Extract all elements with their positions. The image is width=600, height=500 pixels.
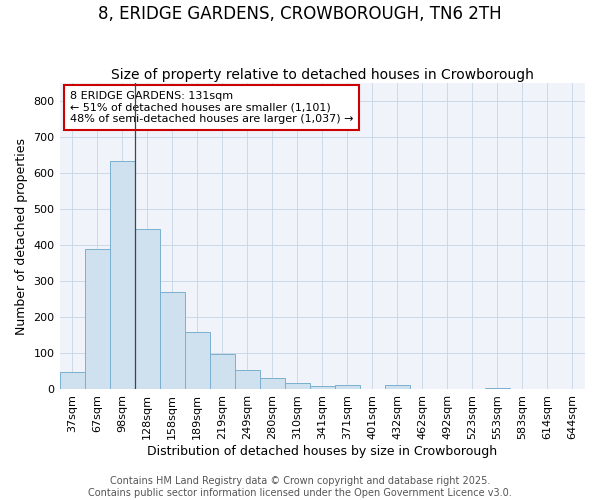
- Bar: [110, 160, 134, 389]
- Bar: [85, 248, 110, 389]
- Bar: [335, 384, 360, 389]
- Bar: [485, 388, 510, 389]
- Bar: [285, 383, 310, 389]
- Bar: [160, 292, 185, 389]
- Bar: [209, 354, 235, 389]
- Bar: [134, 229, 160, 389]
- Bar: [385, 386, 410, 389]
- Bar: [185, 332, 209, 389]
- Title: Size of property relative to detached houses in Crowborough: Size of property relative to detached ho…: [111, 68, 534, 82]
- Text: Contains HM Land Registry data © Crown copyright and database right 2025.
Contai: Contains HM Land Registry data © Crown c…: [88, 476, 512, 498]
- Text: 8, ERIDGE GARDENS, CROWBOROUGH, TN6 2TH: 8, ERIDGE GARDENS, CROWBOROUGH, TN6 2TH: [98, 5, 502, 23]
- Bar: [59, 372, 85, 389]
- Bar: [310, 386, 335, 389]
- Bar: [235, 370, 260, 389]
- Y-axis label: Number of detached properties: Number of detached properties: [15, 138, 28, 334]
- Text: 8 ERIDGE GARDENS: 131sqm
← 51% of detached houses are smaller (1,101)
48% of sem: 8 ERIDGE GARDENS: 131sqm ← 51% of detach…: [70, 91, 353, 124]
- Bar: [260, 378, 285, 389]
- X-axis label: Distribution of detached houses by size in Crowborough: Distribution of detached houses by size …: [147, 444, 497, 458]
